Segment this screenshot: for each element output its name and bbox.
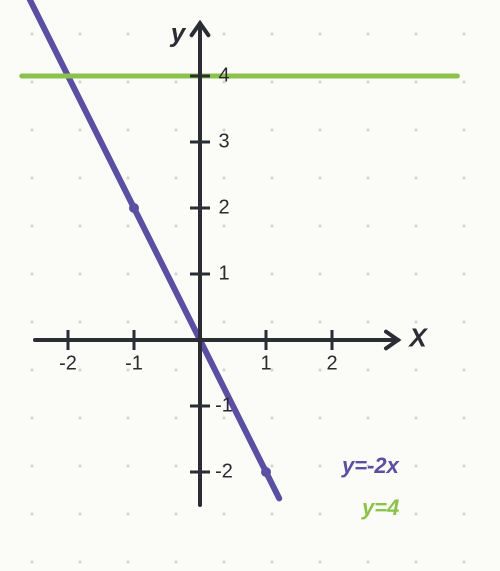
x-axis-label: X: [409, 323, 426, 354]
data-point: [261, 467, 271, 477]
x-tick-label: 2: [326, 353, 337, 376]
y-tick-label: 3: [218, 131, 229, 154]
y-tick-label: 4: [218, 65, 229, 88]
data-point: [129, 203, 139, 213]
y-tick-label: -1: [215, 395, 233, 418]
x-tick-label: -1: [125, 353, 143, 376]
equation-label-purple: y=-2x: [342, 453, 399, 479]
y-tick-label: 2: [218, 197, 229, 220]
graph-canvas: -2 -1 1 2 -2 -1 1 2 3 4 Xy y=-2x y=4: [0, 0, 500, 571]
y-tick-label: 1: [218, 263, 229, 286]
y-axis-label: y: [171, 18, 185, 49]
x-tick-label: -2: [59, 353, 77, 376]
y-tick-label: -2: [215, 461, 233, 484]
x-tick-label: 1: [260, 353, 271, 376]
plot-svg: [0, 0, 500, 571]
equation-label-green: y=4: [362, 495, 399, 521]
